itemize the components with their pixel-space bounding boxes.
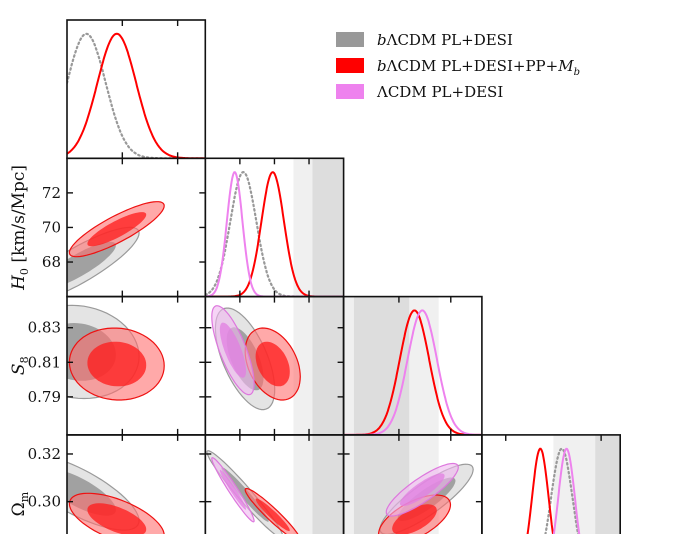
prior-band	[312, 296, 344, 435]
marginal-Omega_m	[526, 447, 581, 534]
legend-label-LCDM_PL_DESI: ΛCDM PL+DESI	[376, 83, 503, 101]
contour-68-bLCDM_PL_DESI_PP_Mb	[255, 498, 290, 532]
panel-H0-Omega_m	[206, 450, 299, 534]
prior-band	[293, 296, 313, 435]
prior-band	[293, 434, 313, 534]
marginal-curve-bLCDM_PL_DESI_PP_Mb	[526, 447, 554, 534]
y-tick-label: 0.32	[28, 445, 61, 463]
y-tick-label: 72	[42, 184, 61, 202]
y-tick-label: 70	[42, 218, 61, 236]
prior-band	[312, 158, 344, 297]
prior-band	[353, 296, 410, 435]
y-tick-label: 0.81	[28, 353, 61, 371]
y-axis-label-S8: S8	[9, 356, 31, 375]
contour-68-LCDM_PL_DESI	[219, 322, 247, 378]
contour-68-LCDM_PL_DESI	[219, 469, 247, 510]
prior-band	[343, 434, 354, 534]
prior-band	[409, 296, 439, 435]
y-tick-label: 0.79	[28, 388, 61, 406]
contours	[67, 201, 474, 534]
panel-b_pmf-H0	[67, 201, 165, 292]
legend-label-bLCDM_PL_DESI_PP_Mb: bΛCDM PL+DESI+PP+Mb	[377, 57, 580, 78]
panel-b_pmf-S8	[67, 304, 165, 401]
ticks	[67, 20, 602, 503]
contour-68-LCDM_PL_DESI	[399, 473, 445, 506]
contour-68-bLCDM_PL_DESI_PP_Mb	[255, 341, 290, 387]
legend-swatch-LCDM_PL_DESI	[336, 84, 364, 99]
legend-swatch-bLCDM_PL_DESI_PP_Mb	[336, 58, 364, 73]
legend: bΛCDM PL+DESI bΛCDM PL+DESI+PP+Mb ΛCDM PL+…	[336, 31, 580, 101]
contour-68-bLCDM_PL_DESI_PP_Mb	[87, 212, 147, 247]
panel-H0-S8	[211, 305, 301, 411]
prior-band	[343, 296, 354, 435]
panel-frame	[66, 19, 207, 160]
legend-label-bLCDM_PL_DESI: bΛCDM PL+DESI	[377, 31, 513, 49]
marginal-curve-bLCDM_PL_DESI_PP_Mb	[67, 32, 206, 159]
y-tick-label: 0.83	[28, 319, 61, 337]
contour-68-bLCDM_PL_DESI_PP_Mb	[87, 503, 147, 534]
marginal-curve-bLCDM_PL_DESI	[544, 447, 580, 534]
y-axis-label-Omega_m: Ωm	[9, 491, 31, 516]
y-tick-label: 0.30	[28, 493, 61, 511]
contour-68-bLCDM_PL_DESI_PP_Mb	[392, 504, 437, 534]
panel-S8-Omega_m	[377, 462, 474, 534]
panel-b_pmf-Omega_m	[67, 461, 165, 534]
prior-bands	[293, 158, 621, 534]
contour-68-bLCDM_PL_DESI	[221, 467, 269, 522]
y-axis-label-H0: H0 [km/s/Mpc]	[9, 165, 31, 291]
prior-band	[595, 434, 621, 534]
marginal-b_pmf	[67, 32, 206, 159]
prior-band	[312, 434, 344, 534]
legend-swatch-bLCDM_PL_DESI	[336, 32, 364, 47]
contour-68-bLCDM_PL_DESI_PP_Mb	[87, 341, 147, 387]
marginal-curve-bLCDM_PL_DESI	[67, 32, 206, 159]
y-tick-label: 68	[42, 253, 61, 271]
contour-68-bLCDM_PL_DESI	[67, 241, 116, 284]
axis-labels: 0.010.026870720.800.830.280.326870720.83…	[9, 165, 61, 516]
prior-band	[293, 158, 313, 297]
panel-frame	[481, 434, 621, 534]
